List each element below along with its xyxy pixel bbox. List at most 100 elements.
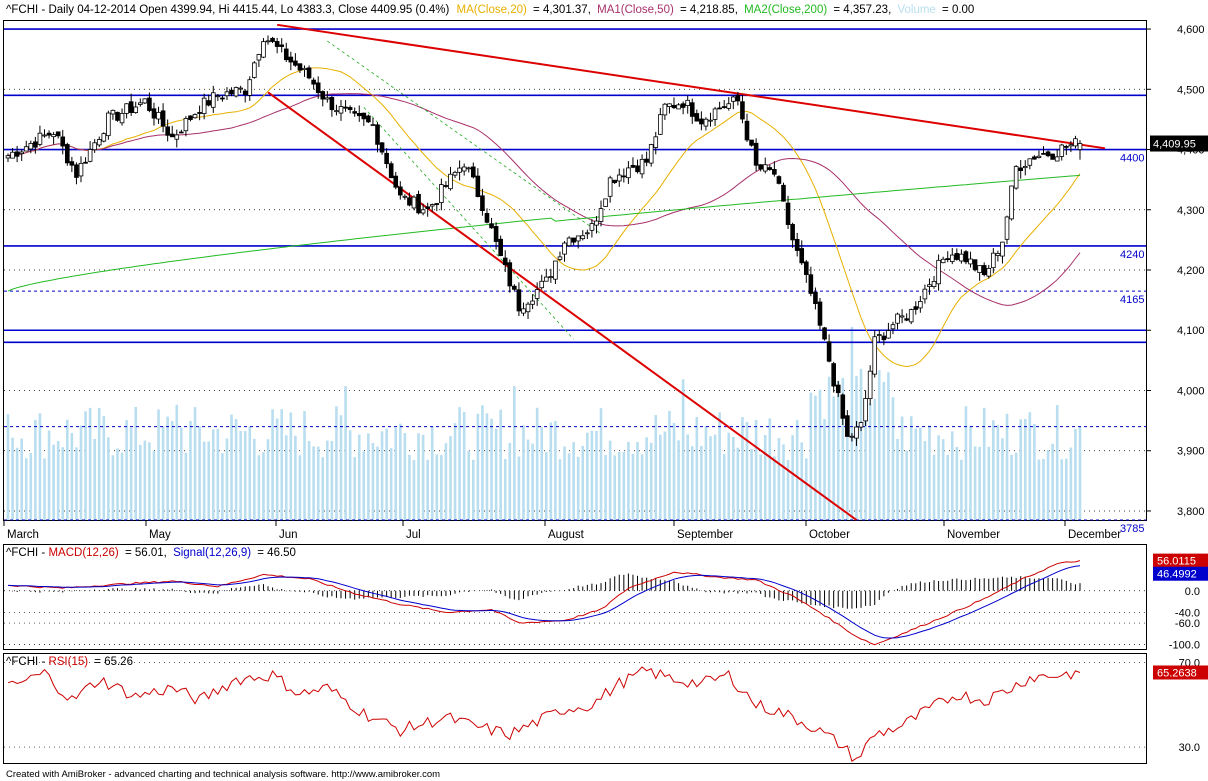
volume-bar — [239, 430, 242, 520]
volume-bar — [166, 416, 169, 520]
candle-up — [124, 103, 129, 114]
candle-up — [626, 167, 631, 179]
volume-bar — [946, 455, 950, 520]
volume-bar — [887, 372, 890, 520]
volume-bar — [207, 441, 211, 520]
candle-down — [279, 44, 285, 47]
volume-bar — [376, 446, 379, 520]
candle-up — [156, 111, 161, 120]
volume-bar — [1005, 413, 1009, 520]
candle-up — [448, 173, 453, 190]
candle-up — [334, 110, 339, 113]
candle-up — [1077, 143, 1083, 150]
volume-bar — [385, 428, 388, 520]
volume-bar — [745, 421, 749, 520]
candle-up — [247, 79, 253, 96]
candle-down — [83, 161, 88, 164]
month-label: August — [548, 529, 585, 541]
rsi-last-box — [1153, 665, 1208, 680]
volume-bar — [1001, 438, 1004, 520]
volume-bar — [335, 406, 338, 520]
volume-bar — [371, 443, 375, 520]
support-trendline — [267, 91, 858, 521]
volume-bar — [1074, 428, 1077, 520]
candle-up — [598, 208, 604, 222]
candle-down — [767, 167, 773, 170]
volume-bar — [38, 413, 42, 520]
volume-bar — [549, 422, 553, 520]
candle-up — [1022, 166, 1028, 169]
candle-up — [87, 149, 93, 162]
candle-up — [439, 184, 444, 203]
macd-line — [7, 560, 1081, 646]
macd-header-label: MACD(12,26) — [48, 547, 118, 559]
candle-down — [1050, 153, 1055, 160]
volume-bar — [544, 452, 548, 520]
candle-down — [790, 224, 795, 241]
ma50-line — [7, 93, 1081, 306]
candle-down — [379, 142, 385, 153]
volume-bar — [380, 431, 384, 520]
candle-down — [689, 102, 695, 117]
volume-bar — [20, 438, 23, 520]
candle-up — [42, 134, 47, 137]
candle-up — [133, 106, 139, 113]
candle-down — [270, 37, 275, 42]
candle-down — [904, 318, 909, 321]
volume-bar — [608, 440, 612, 520]
candle-down — [14, 151, 20, 157]
volume-bar — [782, 444, 785, 520]
volume-bar — [827, 376, 831, 520]
candle-up — [1073, 138, 1078, 147]
volume-bar — [275, 418, 279, 520]
candle-up — [137, 102, 143, 105]
candle-up — [1036, 155, 1042, 158]
footer-credit: Created with AmiBroker - advanced charti… — [6, 769, 440, 780]
volume-bar — [503, 458, 507, 520]
candle-down — [329, 97, 335, 111]
volume-bar — [412, 459, 416, 520]
candle-down — [512, 285, 517, 290]
volume-bar — [56, 441, 60, 520]
candle-down — [179, 131, 184, 134]
candle-up — [1009, 185, 1014, 220]
candle-down — [356, 113, 362, 117]
volume-bar — [75, 447, 78, 520]
volume-bar — [362, 451, 366, 520]
volume-bar — [344, 386, 347, 520]
candle-up — [854, 426, 859, 439]
candle-up — [927, 284, 932, 287]
volume-bar — [494, 428, 498, 520]
volume-bar — [52, 444, 55, 520]
candle-up — [534, 289, 540, 299]
month-label: Jul — [406, 529, 421, 541]
volume-bar — [627, 441, 630, 520]
candle-up — [589, 223, 595, 231]
candle-up — [731, 96, 736, 102]
signal-last-box — [1153, 566, 1208, 581]
candle-down — [274, 41, 280, 47]
volume-bar — [599, 408, 603, 520]
candle-up — [96, 139, 102, 146]
candle-up — [872, 336, 878, 375]
volume-bar — [11, 437, 14, 520]
candle-down — [735, 94, 741, 102]
volume-bar — [84, 411, 87, 520]
candle-up — [5, 155, 11, 159]
volume-bar — [928, 425, 931, 520]
volume-bar — [517, 456, 521, 520]
price-header-label: ^FCHI - Daily 04-12-2014 Open 4399.94, H… — [6, 4, 449, 16]
candle-down — [361, 112, 367, 120]
candle-down — [480, 195, 485, 212]
candle-up — [703, 118, 709, 127]
candle-down — [297, 63, 303, 71]
candle-up — [411, 196, 417, 209]
candle-down — [407, 197, 412, 206]
month-label: November — [947, 529, 1000, 541]
candle-down — [288, 56, 294, 63]
candle-up — [1000, 241, 1005, 257]
rsi-last-label: 65.2638 — [1157, 667, 1197, 679]
volume-bar — [914, 428, 918, 520]
rsi-axis-label: 30.0 — [1179, 742, 1200, 754]
candle-down — [776, 176, 782, 184]
